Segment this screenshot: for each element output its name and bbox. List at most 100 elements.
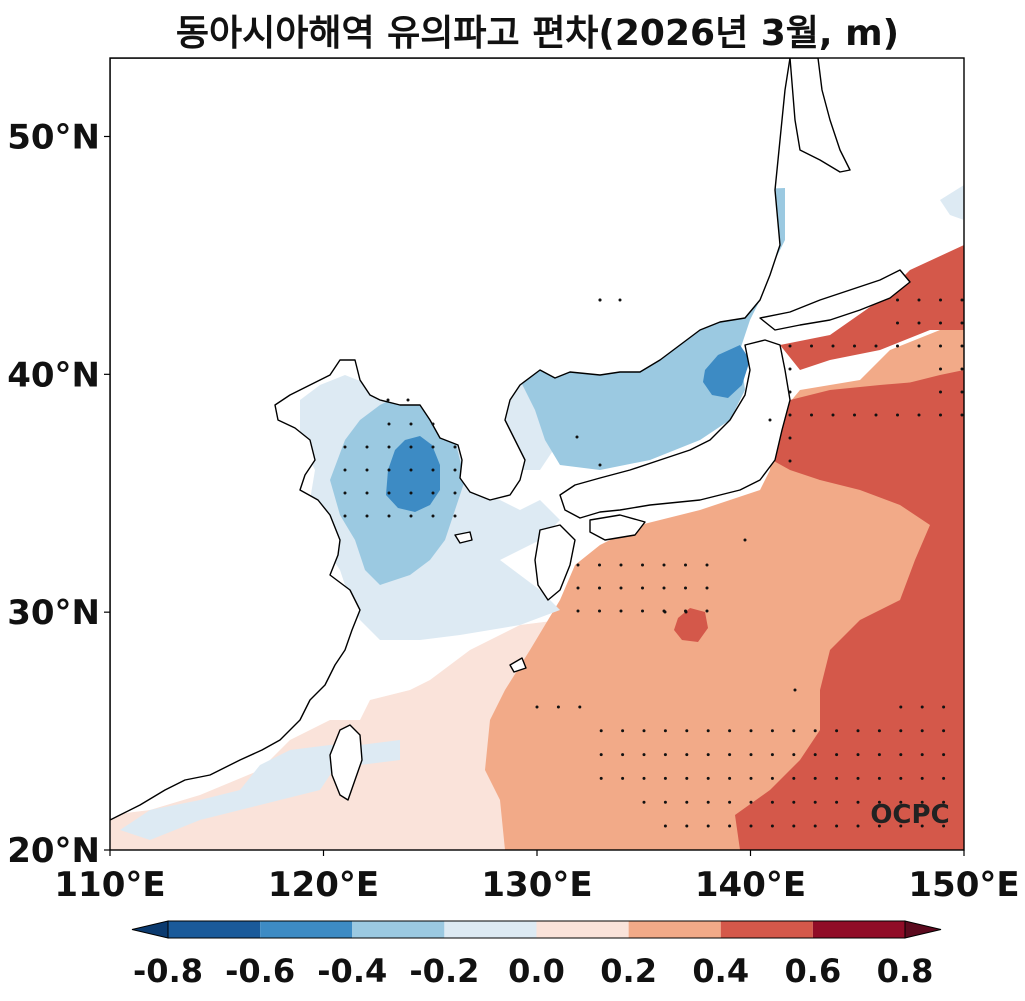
significance-dot	[917, 344, 921, 348]
ocpc-logo: OCPC	[870, 800, 949, 830]
significance-dot	[621, 776, 625, 780]
significance-dot	[598, 609, 601, 613]
significance-dot	[835, 824, 839, 828]
significance-dot	[576, 609, 580, 613]
significance-dot	[942, 800, 946, 804]
significance-dot	[578, 705, 582, 709]
colorbar-segment	[628, 921, 721, 938]
significance-dot	[387, 468, 391, 472]
significance-dot	[877, 824, 881, 828]
significance-dot	[835, 729, 839, 733]
x-tick-label: 120°E	[268, 865, 379, 905]
colorbar-segment	[812, 921, 905, 938]
colorbar: -0.8 -0.6 -0.4 -0.2 0.0 0.2 0.4 0.6 0.8	[131, 920, 942, 990]
significance-dot	[685, 753, 689, 757]
land-asia-mainland	[110, 58, 791, 821]
significance-dot	[899, 729, 903, 733]
significance-dot	[960, 298, 964, 302]
significance-dot	[835, 776, 839, 780]
significance-dot	[662, 563, 666, 567]
significance-dot	[684, 586, 687, 590]
significance-dot	[387, 445, 391, 449]
significance-dot	[642, 776, 646, 780]
colorbar-segment	[444, 921, 537, 938]
significance-dot	[792, 729, 796, 733]
map-title: 동아시아해역 유의파고 편차(2026년 3월, m)	[175, 13, 900, 54]
colorbar-label: 0.8	[877, 952, 934, 990]
significance-dot	[749, 776, 753, 780]
colorbar-label: -0.4	[317, 952, 387, 990]
significance-dot	[598, 298, 602, 302]
significance-dot	[788, 390, 792, 394]
significance-dot	[663, 776, 667, 780]
significance-dot	[598, 586, 601, 590]
significance-dot	[453, 514, 457, 518]
significance-dot	[960, 413, 964, 417]
significance-dot	[788, 344, 792, 348]
significance-dot	[810, 344, 813, 348]
colorbar-label: 0.0	[508, 952, 565, 990]
significance-dot	[663, 610, 667, 614]
significance-dot	[728, 753, 732, 757]
colorbar-segment	[352, 921, 445, 938]
anomaly-band-0.4-0.6-upper	[770, 378, 964, 480]
y-axis-ticks: 20°N 30°N 40°N 50°N	[7, 117, 110, 871]
land-taiwan	[329, 724, 363, 801]
significance-dot	[770, 729, 774, 733]
significance-dot	[792, 753, 796, 757]
significance-dot	[770, 776, 774, 780]
y-tick-label: 30°N	[7, 593, 100, 633]
significance-dot	[920, 800, 924, 804]
significance-dot	[387, 491, 391, 495]
significance-dot	[896, 321, 899, 325]
significance-dot	[768, 418, 772, 422]
significance-dot	[641, 586, 644, 590]
x-tick-label: 150°E	[908, 865, 1019, 905]
anomaly-band-neg0.6-neg0.4-eastsea2	[703, 345, 750, 398]
significance-dot	[770, 824, 774, 828]
land-sakhalin	[789, 58, 851, 173]
significance-dot	[835, 800, 839, 804]
significance-dot	[960, 390, 964, 394]
significance-dot	[431, 445, 435, 449]
significance-dot	[770, 753, 774, 757]
significance-dot	[705, 563, 709, 567]
significance-dot	[431, 422, 435, 426]
significance-dot	[853, 413, 856, 417]
significance-dot	[706, 800, 710, 804]
anomaly-band-0.4-0.6-spot	[674, 608, 708, 642]
anomaly-band-0.4-0.6-north	[780, 245, 964, 370]
significance-dot	[365, 445, 369, 449]
significance-dot	[917, 413, 921, 417]
colorbar-label: -0.8	[133, 952, 203, 990]
significance-dot	[896, 298, 899, 302]
y-tick-label: 40°N	[7, 355, 100, 395]
significance-dot	[365, 514, 369, 518]
land-hokkaido	[759, 269, 911, 331]
anomaly-band-neg0.6-neg0.4-yellow	[386, 436, 440, 512]
significance-dot	[899, 753, 903, 757]
significance-dot	[917, 298, 921, 302]
significance-dot	[598, 463, 602, 467]
significance-dot	[813, 824, 817, 828]
x-tick-label: 130°E	[481, 865, 592, 905]
significance-dot	[728, 729, 732, 733]
significance-dot	[960, 321, 964, 325]
significance-dot	[792, 800, 796, 804]
significance-dot	[831, 413, 835, 417]
colorbar-outline	[167, 920, 906, 939]
land-jeju	[454, 531, 473, 544]
significance-dot	[685, 776, 689, 780]
significance-dot	[920, 705, 924, 709]
significance-dot	[899, 800, 903, 804]
significance-dot	[728, 776, 732, 780]
significance-dot	[939, 321, 942, 325]
significance-dot	[409, 514, 413, 518]
significance-dot	[877, 729, 881, 733]
anomaly-band-0.4-0.6	[735, 370, 964, 850]
significance-dot	[856, 753, 860, 757]
significance-dot	[406, 398, 410, 402]
significance-dot	[599, 753, 603, 757]
colorbar-segment	[260, 921, 353, 938]
